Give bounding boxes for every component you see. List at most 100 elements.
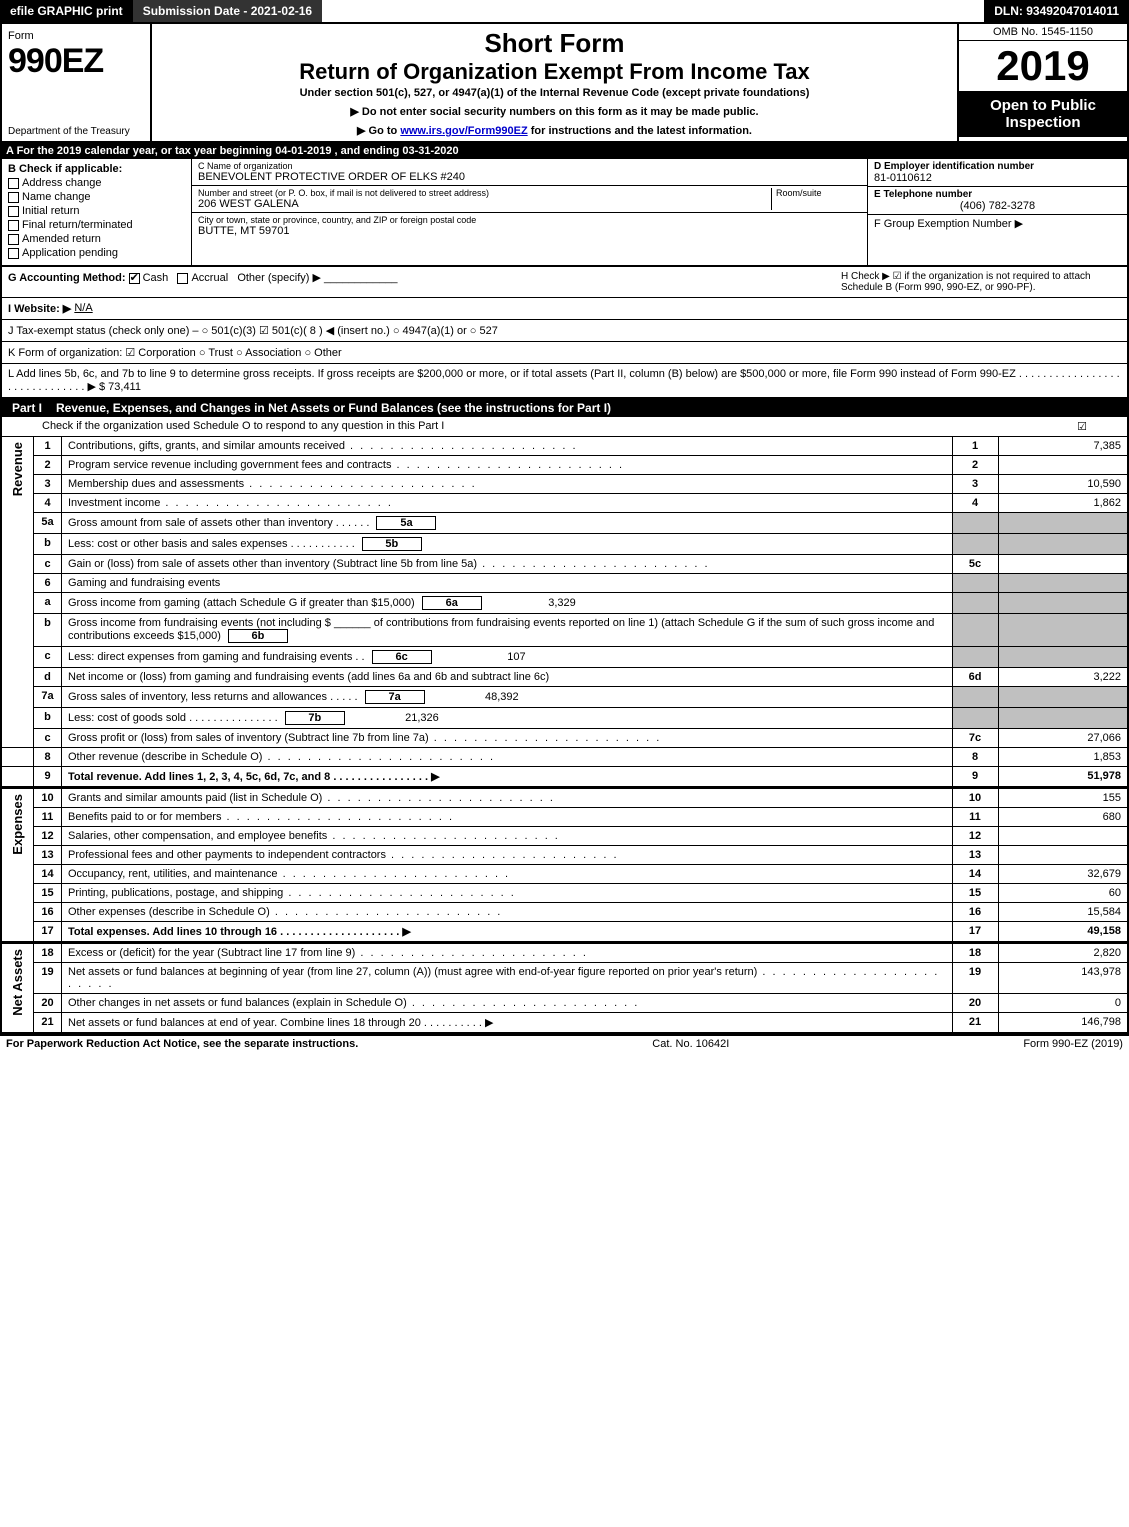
short-form-title: Short Form xyxy=(158,28,951,59)
sched-o-text: Check if the organization used Schedule … xyxy=(42,420,444,433)
line-g-h: G Accounting Method: Cash Accrual Other … xyxy=(0,267,1129,298)
table-row: 2Program service revenue including gover… xyxy=(1,456,1128,475)
website-label: I Website: ▶ xyxy=(8,302,71,315)
street-label: Number and street (or P. O. box, if mail… xyxy=(198,188,771,198)
sched-o-row: Check if the organization used Schedule … xyxy=(0,417,1129,437)
top-bar: efile GRAPHIC print Submission Date - 20… xyxy=(0,0,1129,24)
table-row: Net Assets 18Excess or (deficit) for the… xyxy=(1,943,1128,963)
line-k: K Form of organization: ☑ Corporation ○ … xyxy=(0,342,1129,364)
org-name-label: C Name of organization xyxy=(198,161,861,171)
box-d-e-f: D Employer identification number 81-0110… xyxy=(867,159,1127,265)
website-value: N/A xyxy=(74,302,92,315)
table-row: 8Other revenue (describe in Schedule O)8… xyxy=(1,748,1128,767)
table-row: 12Salaries, other compensation, and empl… xyxy=(1,827,1128,846)
box-c: C Name of organization BENEVOLENT PROTEC… xyxy=(192,159,867,265)
g-label: G Accounting Method: xyxy=(8,272,126,284)
table-row: Revenue 1 Contributions, gifts, grants, … xyxy=(1,437,1128,456)
line-j: J Tax-exempt status (check only one) – ○… xyxy=(0,320,1129,342)
table-row: 9Total revenue. Add lines 1, 2, 3, 4, 5c… xyxy=(1,767,1128,787)
ck-cash[interactable] xyxy=(129,273,140,284)
table-row: 7aGross sales of inventory, less returns… xyxy=(1,687,1128,708)
submission-date-label: Submission Date - 2021-02-16 xyxy=(133,0,322,22)
room-label: Room/suite xyxy=(776,188,861,198)
accrual-label: Accrual xyxy=(191,272,228,284)
dln-label: DLN: 93492047014011 xyxy=(984,0,1129,22)
table-row: 21Net assets or fund balances at end of … xyxy=(1,1013,1128,1034)
revenue-table: Revenue 1 Contributions, gifts, grants, … xyxy=(0,437,1129,787)
tax-year: 2019 xyxy=(959,41,1127,91)
line-1-amt: 7,385 xyxy=(998,437,1128,456)
netassets-tab: Net Assets xyxy=(8,947,27,1018)
under-section: Under section 501(c), 527, or 4947(a)(1)… xyxy=(158,87,951,99)
ck-final-return[interactable]: Final return/terminated xyxy=(8,219,185,231)
netassets-table: Net Assets 18Excess or (deficit) for the… xyxy=(0,942,1129,1034)
form-ref: Form 990-EZ (2019) xyxy=(1023,1038,1123,1050)
ck-address-change[interactable]: Address change xyxy=(8,177,185,189)
group-exemption-label: F Group Exemption Number ▶ xyxy=(874,217,1121,230)
cat-no: Cat. No. 10642I xyxy=(652,1038,729,1050)
expenses-tab: Expenses xyxy=(8,792,27,857)
header-middle: Short Form Return of Organization Exempt… xyxy=(152,24,957,141)
table-row: Expenses 10Grants and similar amounts pa… xyxy=(1,788,1128,808)
box-b: B Check if applicable: Address change Na… xyxy=(2,159,192,265)
table-row: 5aGross amount from sale of assets other… xyxy=(1,513,1128,534)
part1-label: Part I xyxy=(6,401,48,415)
table-row: bGross income from fundraising events (n… xyxy=(1,614,1128,647)
part1-header: Part I Revenue, Expenses, and Changes in… xyxy=(0,399,1129,417)
part1-title: Revenue, Expenses, and Changes in Net As… xyxy=(56,401,1123,415)
ck-accrual[interactable] xyxy=(177,273,188,284)
ck-amended[interactable]: Amended return xyxy=(8,233,185,245)
ein-label: D Employer identification number xyxy=(874,161,1121,172)
line-h: H Check ▶ ☑ if the organization is not r… xyxy=(841,271,1121,293)
open-public-badge: Open to Public Inspection xyxy=(959,91,1127,137)
other-label: Other (specify) ▶ xyxy=(237,272,321,284)
table-row: 4Investment income41,862 xyxy=(1,494,1128,513)
line-1-text: Contributions, gifts, grants, and simila… xyxy=(62,437,953,456)
org-name: BENEVOLENT PROTECTIVE ORDER OF ELKS #240 xyxy=(198,171,861,183)
gross-receipts-instruction: L Add lines 5b, 6c, and 7b to line 9 to … xyxy=(8,368,1121,393)
ck-initial-return[interactable]: Initial return xyxy=(8,205,185,217)
goto-note: ▶ Go to www.irs.gov/Form990EZ for instru… xyxy=(158,124,951,137)
table-row: 20Other changes in net assets or fund ba… xyxy=(1,994,1128,1013)
table-row: cLess: direct expenses from gaming and f… xyxy=(1,647,1128,668)
expenses-table: Expenses 10Grants and similar amounts pa… xyxy=(0,787,1129,942)
table-row: 13Professional fees and other payments t… xyxy=(1,846,1128,865)
efile-print-label[interactable]: efile GRAPHIC print xyxy=(0,0,133,22)
revenue-tab: Revenue xyxy=(8,440,27,498)
table-row: 16Other expenses (describe in Schedule O… xyxy=(1,903,1128,922)
table-row: 11Benefits paid to or for members11680 xyxy=(1,808,1128,827)
ck-name-change[interactable]: Name change xyxy=(8,191,185,203)
header-right: OMB No. 1545-1150 2019 Open to Public In… xyxy=(957,24,1127,141)
table-row: 3Membership dues and assessments310,590 xyxy=(1,475,1128,494)
sched-o-check[interactable]: ☑ xyxy=(1077,420,1087,433)
irs-link[interactable]: www.irs.gov/Form990EZ xyxy=(400,125,527,137)
table-row: 15Printing, publications, postage, and s… xyxy=(1,884,1128,903)
page-footer: For Paperwork Reduction Act Notice, see … xyxy=(0,1034,1129,1052)
table-row: bLess: cost of goods sold . . . . . . . … xyxy=(1,708,1128,729)
header-left: Form 990EZ Department of the Treasury xyxy=(2,24,152,141)
box-b-title: B Check if applicable: xyxy=(8,163,185,175)
form-of-org: K Form of organization: ☑ Corporation ○ … xyxy=(8,346,342,359)
ssn-note: ▶ Do not enter social security numbers o… xyxy=(158,105,951,118)
city: BUTTE, MT 59701 xyxy=(198,225,861,237)
line-l: L Add lines 5b, 6c, and 7b to line 9 to … xyxy=(0,364,1129,399)
return-title: Return of Organization Exempt From Incom… xyxy=(158,59,951,85)
tax-exempt-status: J Tax-exempt status (check only one) – ○… xyxy=(8,324,498,337)
table-row: bLess: cost or other basis and sales exp… xyxy=(1,534,1128,555)
dept-treasury: Department of the Treasury xyxy=(8,126,130,137)
cash-label: Cash xyxy=(143,272,169,284)
table-row: aGross income from gaming (attach Schedu… xyxy=(1,593,1128,614)
ck-app-pending[interactable]: Application pending xyxy=(8,247,185,259)
table-row: cGross profit or (loss) from sales of in… xyxy=(1,729,1128,748)
ein: 81-0110612 xyxy=(874,172,1121,184)
street: 206 WEST GALENA xyxy=(198,198,771,210)
tel-label: E Telephone number xyxy=(874,189,1121,200)
table-row: cGain or (loss) from sale of assets othe… xyxy=(1,555,1128,574)
entity-block: B Check if applicable: Address change Na… xyxy=(0,159,1129,267)
form-number: 990EZ xyxy=(8,42,144,81)
form-header: Form 990EZ Department of the Treasury Sh… xyxy=(0,24,1129,143)
table-row: 14Occupancy, rent, utilities, and mainte… xyxy=(1,865,1128,884)
omb-number: OMB No. 1545-1150 xyxy=(959,24,1127,41)
telephone: (406) 782-3278 xyxy=(874,200,1121,212)
city-label: City or town, state or province, country… xyxy=(198,215,861,225)
